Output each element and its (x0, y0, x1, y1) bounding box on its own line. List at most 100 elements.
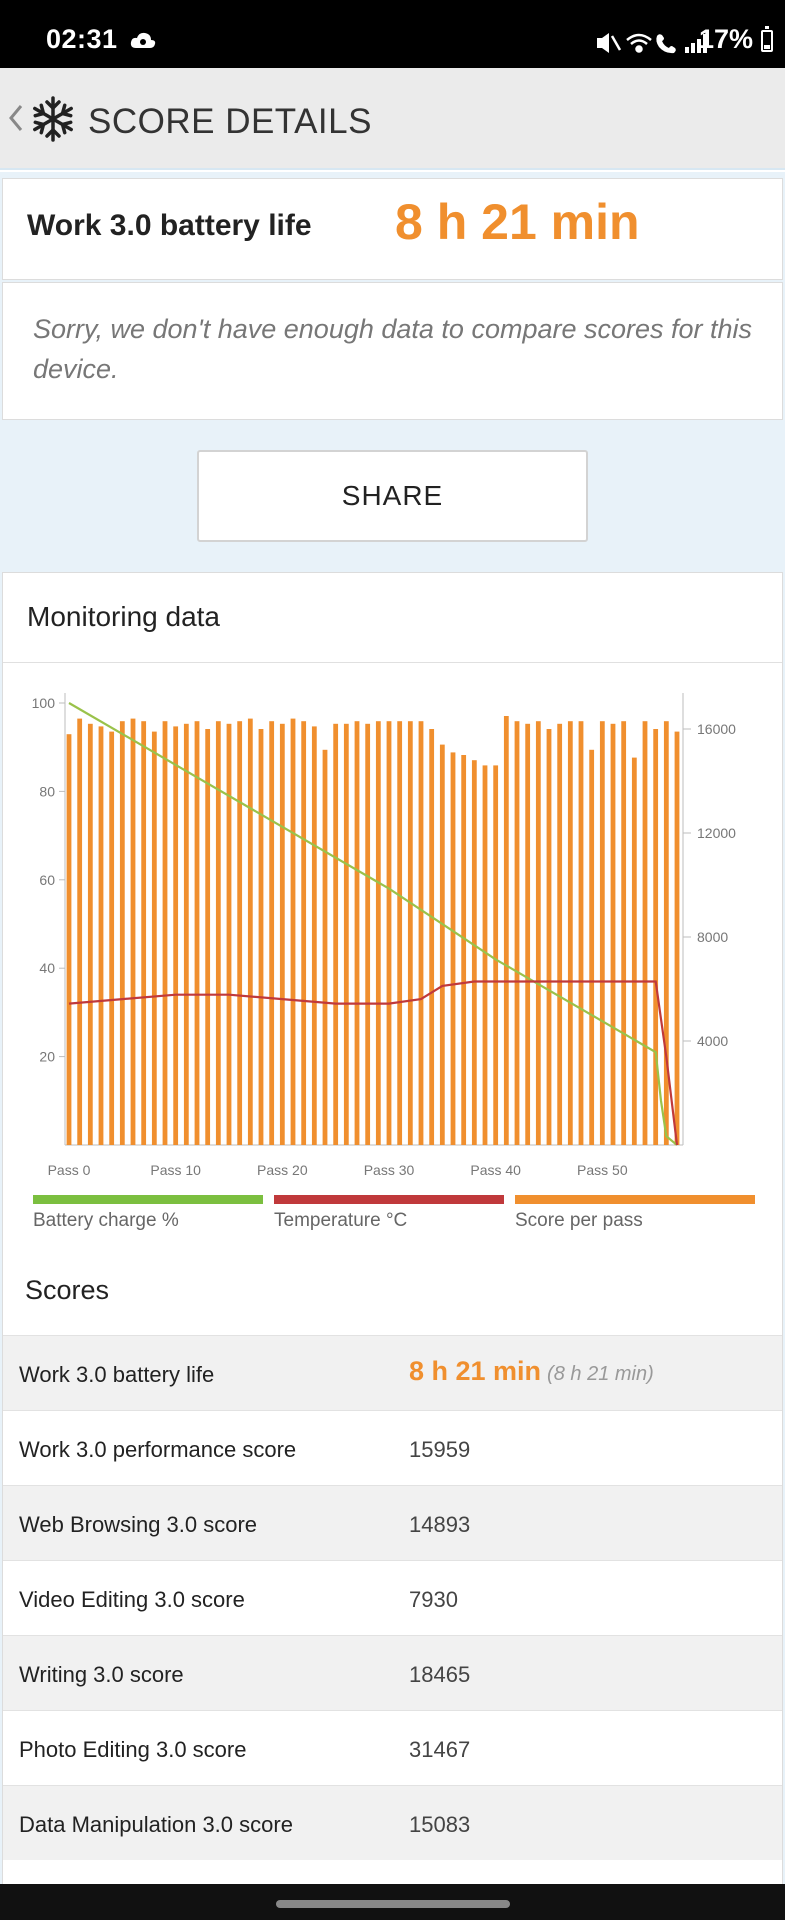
bar-score-pass-55 (653, 729, 659, 1145)
table-row: Photo Editing 3.0 score 31467 (3, 1710, 782, 1785)
bar-score-pass-43 (525, 723, 531, 1145)
bar-score-pass-12 (194, 721, 200, 1145)
status-time: 02:31 (46, 24, 118, 54)
table-row: Work 3.0 battery life 8 h 21 min (8 h 21 m… (3, 1335, 782, 1410)
monitoring-card: Monitoring data 20 40 60 80 100 4000 8000 12000… (2, 572, 783, 1892)
y-left-tick-40: 40 (39, 960, 55, 976)
result-card: Work 3.0 battery life 8 h 21 min (2, 178, 783, 280)
bar-score-pass-25 (333, 723, 339, 1145)
bar-score-pass-22 (301, 721, 307, 1145)
bar-score-pass-48 (578, 721, 584, 1145)
wifi-icon (626, 33, 652, 53)
score-value-text: 15959 (409, 1437, 471, 1462)
bar-score-pass-42 (514, 721, 520, 1145)
score-name: Video Editing 3.0 score (19, 1587, 245, 1612)
cloud-icon (130, 30, 156, 55)
legend-temperature-swatch (274, 1195, 504, 1204)
bar-score-pass-16 (237, 721, 243, 1145)
y-right-tick-12000: 12000 (697, 825, 736, 841)
x-tick-0: Pass 0 (48, 1162, 91, 1178)
back-chevron-icon[interactable] (8, 103, 24, 138)
table-row: Video Editing 3.0 score 7930 (3, 1560, 782, 1635)
score-name: Web Browsing 3.0 score (19, 1512, 258, 1537)
bar-score-pass-4 (109, 731, 115, 1145)
table-row: Writing 3.0 score 18465 (3, 1635, 782, 1710)
score-value: 15083 (409, 1812, 470, 1838)
line-battery-charge (68, 702, 678, 1146)
bar-score-pass-49 (589, 749, 595, 1145)
bar-score-pass-36 (450, 752, 456, 1145)
x-tick-3: Pass 30 (364, 1162, 415, 1178)
y-right-tick-8000: 8000 (697, 929, 728, 945)
score-value: 7930 (409, 1587, 458, 1613)
app-header: SCORE DETAILS (0, 68, 785, 170)
legend-score-label: Score per pass (515, 1210, 643, 1231)
bar-score-pass-19 (269, 721, 275, 1145)
score-value: 8 h 21 min (8 h 21 min) (409, 1356, 654, 1387)
y-left-tick-60: 60 (39, 872, 55, 888)
bar-score-pass-56 (663, 721, 669, 1145)
bar-score-pass-33 (418, 721, 424, 1145)
monitoring-title: Monitoring data (27, 601, 221, 632)
score-value: 31467 (409, 1737, 470, 1763)
share-button[interactable]: SHARE (197, 450, 588, 542)
score-value: 18465 (409, 1662, 470, 1688)
legend-battery: Battery charge % (33, 1195, 263, 1232)
comparison-note: Sorry, we don't have enough data to comp… (33, 314, 753, 384)
bar-score-pass-30 (386, 721, 392, 1145)
status-bar: 02:31 17% (0, 0, 785, 68)
x-tick-4: Pass 40 (470, 1162, 521, 1178)
chart-legend: Battery charge % Temperature °C Score pe… (3, 1195, 782, 1245)
score-subvalue: (8 h 21 min) (547, 1363, 654, 1385)
bar-score-pass-29 (375, 721, 381, 1145)
bar-score-pass-31 (397, 721, 403, 1145)
table-row: Data Manipulation 3.0 score 15083 (3, 1785, 782, 1860)
bar-score-pass-13 (205, 729, 211, 1145)
legend-temperature: Temperature °C (274, 1195, 504, 1232)
bar-score-pass-9 (162, 721, 168, 1145)
signal-icon (685, 34, 707, 53)
score-name: Data Manipulation 3.0 score (19, 1812, 293, 1837)
score-value-text: 31467 (409, 1737, 471, 1762)
score-value-text: 7930 (409, 1587, 458, 1612)
bar-score-pass-2 (87, 723, 93, 1145)
x-tick-2: Pass 20 (257, 1162, 308, 1178)
monitoring-chart: 20 40 60 80 100 4000 8000 12000 16000 Pass 0 Pass … (32, 693, 736, 1178)
legend-battery-swatch (33, 1195, 263, 1204)
bar-score-pass-37 (461, 755, 467, 1145)
bar-score-pass-18 (258, 729, 264, 1145)
y-left-tick-20: 20 (39, 1049, 55, 1065)
bar-score-pass-47 (567, 721, 573, 1145)
battery-icon (761, 26, 773, 52)
score-name: Work 3.0 battery life (19, 1362, 215, 1387)
bar-score-pass-46 (557, 723, 563, 1145)
status-icons (595, 30, 725, 61)
navigation-bar (0, 1884, 785, 1920)
y-left-tick-80: 80 (39, 783, 55, 799)
y-right-tick-4000: 4000 (697, 1033, 728, 1049)
scores-table: Work 3.0 battery life 8 h 21 min (8 h 21 m… (3, 1335, 782, 1860)
legend-temperature-label: Temperature °C (274, 1210, 408, 1231)
bar-score-pass-39 (482, 765, 488, 1145)
mute-icon (597, 33, 622, 53)
home-handle[interactable] (276, 1900, 510, 1908)
y-left-tick-100: 100 (32, 695, 56, 711)
score-name: Work 3.0 performance score (19, 1437, 297, 1462)
bar-score-pass-45 (546, 729, 552, 1145)
bar-score-pass-6 (130, 718, 136, 1145)
legend-score: Score per pass (515, 1195, 755, 1232)
bar-score-pass-1 (77, 718, 83, 1145)
table-row: Work 3.0 performance score 15959 (3, 1410, 782, 1485)
bar-score-pass-3 (98, 726, 104, 1145)
result-label: Work 3.0 battery life (27, 209, 312, 242)
bar-score-pass-17 (247, 718, 253, 1145)
score-value: 14893 (409, 1512, 470, 1538)
page-title: SCORE DETAILS (88, 102, 372, 141)
score-value-text: 14893 (409, 1512, 471, 1537)
bar-score-pass-44 (535, 721, 541, 1145)
score-name: Writing 3.0 score (19, 1662, 184, 1687)
score-value: 15959 (409, 1437, 470, 1463)
bar-score-pass-28 (365, 723, 371, 1145)
bar-score-pass-7 (141, 721, 147, 1145)
score-value-text: 15083 (409, 1812, 471, 1837)
